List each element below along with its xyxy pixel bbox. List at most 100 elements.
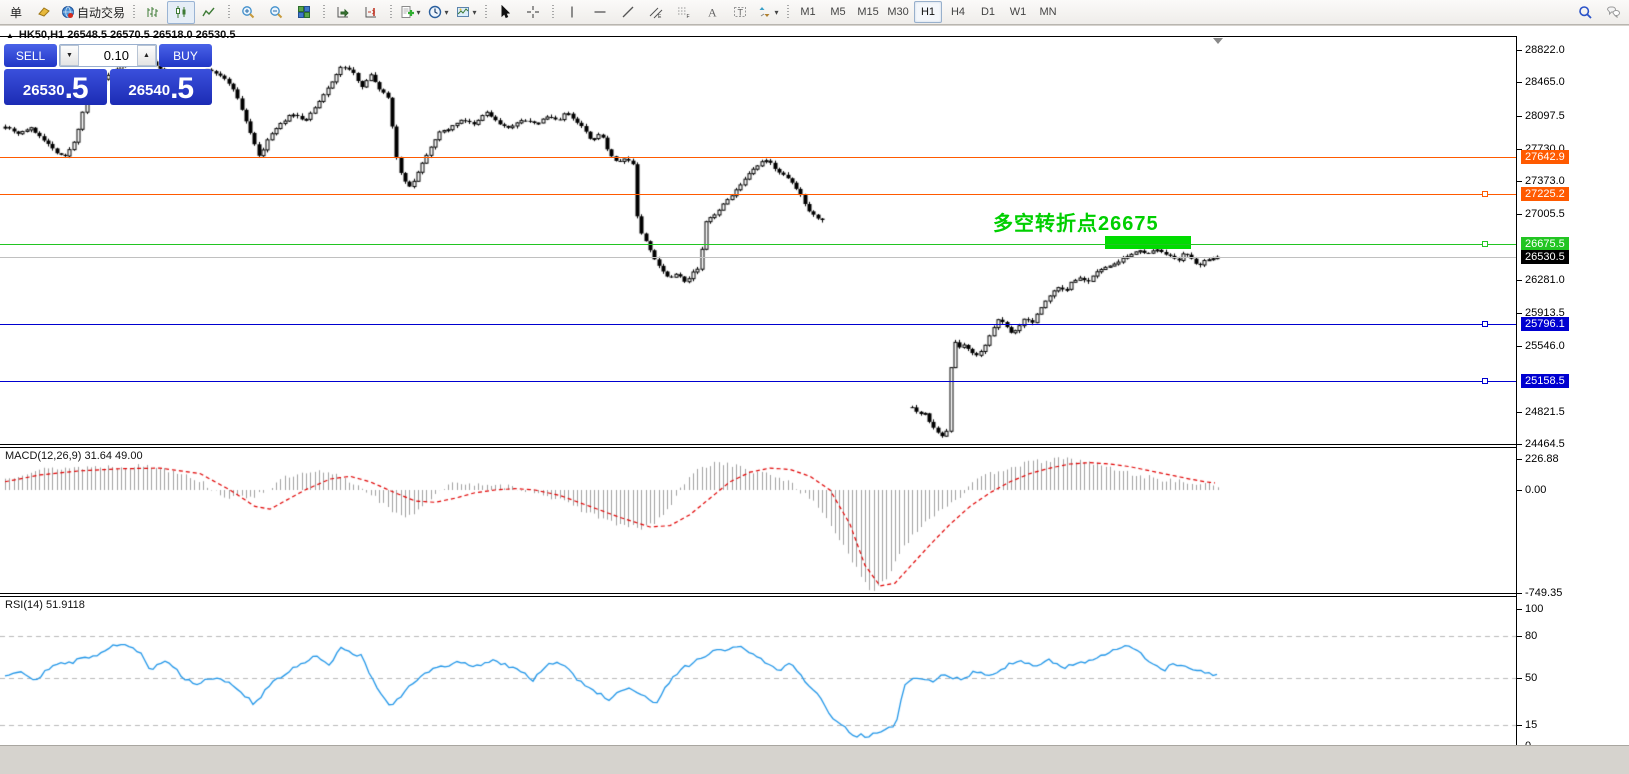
svg-text:E: E <box>658 14 662 19</box>
chart-shift-button[interactable] <box>357 1 385 24</box>
indicators-icon <box>401 6 414 18</box>
chart-window: ▲ HK50,H1 26548.5 26570.5 26518.0 26530.… <box>0 26 1629 770</box>
horizontal-line-button[interactable] <box>586 1 614 24</box>
pane-divider[interactable] <box>0 447 1516 448</box>
horizontal-level-line[interactable] <box>0 244 1516 245</box>
crosshair-icon <box>527 6 540 18</box>
indicators-button[interactable]: ▾ <box>396 1 424 24</box>
rsi-tick <box>1517 725 1522 727</box>
price-tick-label: 27373.0 <box>1525 175 1565 188</box>
toolbar-separator <box>130 3 138 21</box>
new-order-button-label: 单 <box>9 5 22 20</box>
sell-price-display[interactable]: 26530.5 <box>4 69 107 105</box>
bar-chart-button[interactable] <box>139 1 167 24</box>
arrows-button[interactable]: ▾ <box>754 1 782 24</box>
buy-price-display[interactable]: 26540.5 <box>109 69 212 105</box>
price-tick <box>1517 313 1522 315</box>
timeframe-m30[interactable]: M30 <box>887 6 909 18</box>
volume-increase-button[interactable]: ▲ <box>137 45 156 66</box>
price-tick-label: 24464.5 <box>1525 438 1565 451</box>
candle-chart-icon <box>176 6 186 18</box>
history-book-button[interactable] <box>30 1 58 24</box>
line-endpoint-marker[interactable] <box>1482 191 1488 197</box>
macd-pane-canvas[interactable] <box>0 448 1516 593</box>
price-chart-canvas[interactable] <box>0 36 1516 444</box>
timeframe-d1[interactable]: D1 <box>980 6 996 18</box>
horizontal-level-line[interactable] <box>0 324 1516 325</box>
chart-shift-marker-icon[interactable] <box>1213 38 1223 44</box>
cursor-button[interactable] <box>491 1 519 24</box>
dropdown-caret-icon: ▾ <box>774 7 779 17</box>
price-tick-label: 25913.5 <box>1525 307 1565 320</box>
templates-button[interactable]: ▾ <box>452 1 480 24</box>
autotrading-button[interactable]: 自动交易 <box>58 1 128 24</box>
chat-button[interactable] <box>1599 1 1627 24</box>
timeframe-m15[interactable]: M15 <box>857 6 879 18</box>
timeframe-m1[interactable]: M1 <box>800 6 816 18</box>
line-endpoint-marker[interactable] <box>1482 378 1488 384</box>
timeframe-h4[interactable]: H4 <box>950 6 966 18</box>
macd-tick <box>1517 592 1522 594</box>
svg-text:T: T <box>738 8 744 18</box>
zoom-out-icon <box>270 6 283 19</box>
price-tick <box>1517 214 1522 216</box>
volume-input[interactable]: 0.10 <box>103 48 129 63</box>
text-button[interactable]: A <box>698 1 726 24</box>
price-tick-label: 28465.0 <box>1525 76 1565 89</box>
dropdown-caret-icon: ▾ <box>416 7 421 17</box>
horizontal-level-line[interactable] <box>0 381 1516 382</box>
panel-collapse-icon[interactable]: ▲ <box>6 30 14 40</box>
horizontal-level-line[interactable] <box>0 157 1516 158</box>
macd-tick-label: -749.35 <box>1525 586 1563 599</box>
sell-button[interactable]: SELL <box>4 44 57 67</box>
tile-windows-button[interactable] <box>290 1 318 24</box>
gold-book-icon <box>38 7 50 17</box>
new-order-button[interactable]: 单 <box>2 1 30 24</box>
timeframe-h1[interactable]: H1 <box>914 1 943 23</box>
line-endpoint-marker[interactable] <box>1482 321 1488 327</box>
pane-divider[interactable] <box>0 444 1516 445</box>
vertical-line-button[interactable] <box>558 1 586 24</box>
main-toolbar: 单 自动交易 ▾ ▾ ▾ E F A T ▾ M1 M5 M15 M30 H1 H4 D1 W1 MN <box>0 0 1629 25</box>
line-chart-button[interactable] <box>195 1 223 24</box>
sell-price-int: 26530 <box>22 82 65 99</box>
price-tick <box>1517 279 1522 281</box>
periods-button[interactable]: ▾ <box>424 1 452 24</box>
price-tick-label: 28097.5 <box>1525 109 1565 122</box>
crosshair-button[interactable] <box>519 1 547 24</box>
timeframe-w1[interactable]: W1 <box>1009 6 1027 18</box>
rsi-tick-label: 100 <box>1525 603 1544 615</box>
zoom-out-button[interactable] <box>262 1 290 24</box>
pane-divider[interactable] <box>0 596 1516 597</box>
candle-chart-button[interactable] <box>167 0 196 24</box>
volume-decrease-button[interactable]: ▼ <box>60 45 79 66</box>
one-click-trading-panel: SELL ▼ 0.10 ▲ BUY 26530.5 26540.5 <box>4 44 212 106</box>
fibonacci-button[interactable]: F <box>670 1 698 24</box>
search-button[interactable] <box>1571 1 1599 24</box>
sell-price-frac: .5 <box>64 72 89 105</box>
price-axis[interactable]: 28822.0 28465.0 28097.5 27730.0 27373.0 27005… <box>1517 36 1629 752</box>
timeframe-m5[interactable]: M5 <box>830 6 846 18</box>
zoom-in-button[interactable] <box>234 1 262 24</box>
rsi-tick-label: 50 <box>1525 671 1538 684</box>
price-tick <box>1517 82 1522 84</box>
price-tick-label: 27005.5 <box>1525 208 1565 221</box>
pivot-annotation-text[interactable]: 多空转折点26675 <box>993 213 1159 235</box>
line-endpoint-marker[interactable] <box>1482 241 1488 247</box>
chart-frame-right <box>1516 36 1517 752</box>
pane-divider[interactable] <box>0 593 1516 594</box>
auto-scroll-button[interactable] <box>329 1 357 24</box>
text-label-button[interactable]: T <box>726 1 754 24</box>
horizontal-level-line[interactable] <box>0 194 1516 195</box>
equidistant-channel-button[interactable]: E <box>642 1 670 24</box>
pivot-rectangle[interactable] <box>1105 236 1191 249</box>
trendline-button[interactable] <box>614 1 642 24</box>
price-tick <box>1517 148 1522 150</box>
timeframe-mn[interactable]: MN <box>1039 6 1057 18</box>
rsi-pane-canvas[interactable] <box>0 597 1516 750</box>
level-price-badge: 25796.1 <box>1521 317 1569 331</box>
buy-button[interactable]: BUY <box>159 44 212 67</box>
price-tick-label: 26281.0 <box>1525 273 1565 286</box>
price-tick <box>1517 346 1522 348</box>
